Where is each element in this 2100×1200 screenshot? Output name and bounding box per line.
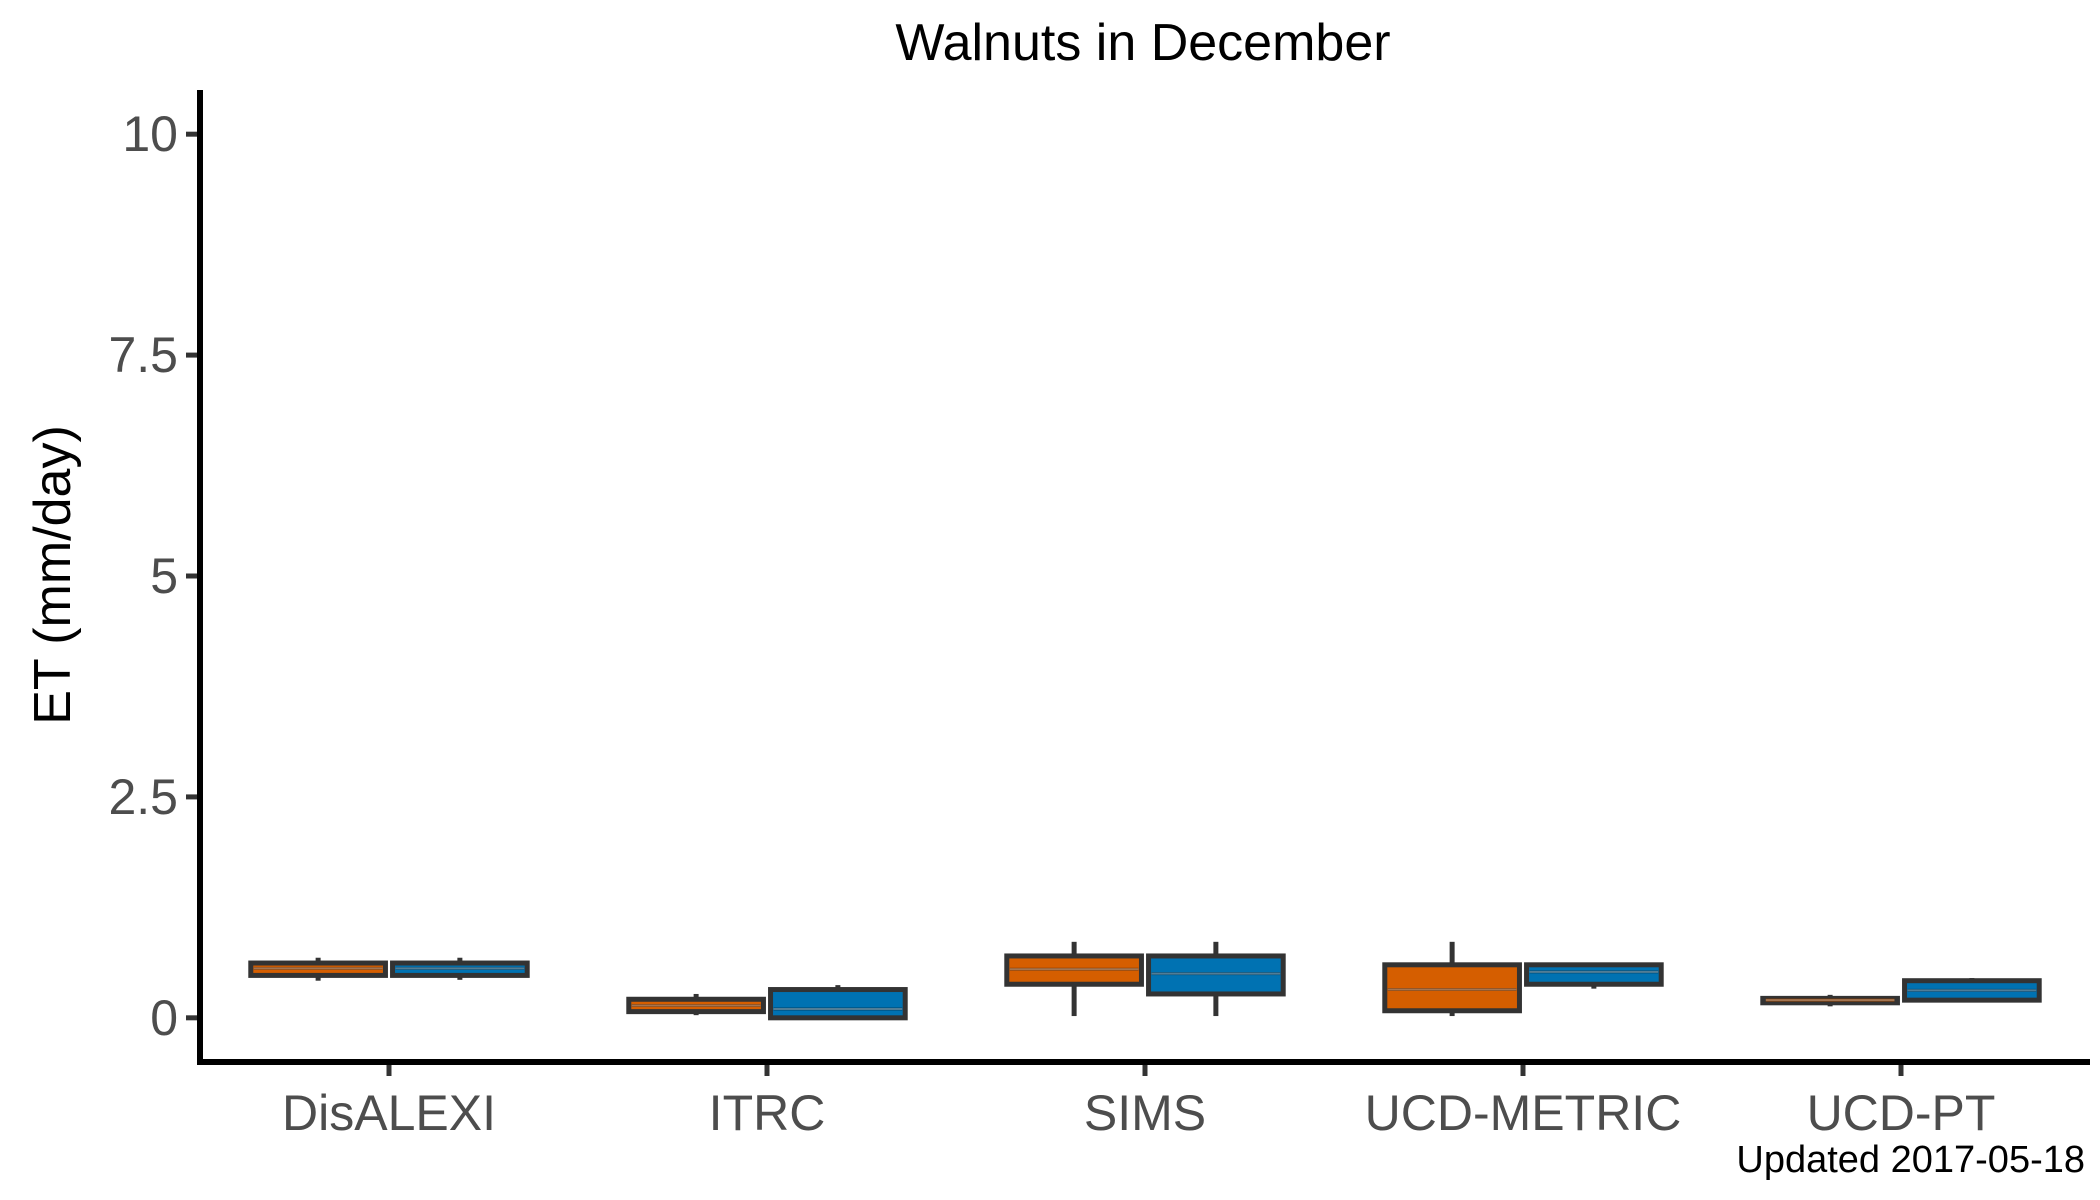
box-plot-marks [248, 941, 2042, 1021]
box-plot [1524, 962, 1664, 989]
box-iqr [1382, 962, 1522, 1014]
x-tick-label: SIMS [1084, 1085, 1206, 1141]
box-plot [768, 985, 908, 1021]
box-plot [390, 957, 530, 980]
box-plot [1382, 941, 1522, 1017]
x-tick-label: ITRC [709, 1085, 826, 1141]
y-tick-label: 2.5 [108, 769, 178, 825]
x-tick-label: UCD-METRIC [1365, 1085, 1682, 1141]
x-tick-label: DisALEXI [282, 1085, 496, 1141]
y-axis-ticks: 0 2.5 5 7.5 10 [108, 106, 200, 1046]
box-iqr [768, 987, 908, 1021]
box-plot [1760, 994, 1900, 1007]
y-tick-label: 10 [122, 106, 178, 162]
box-plot [248, 957, 388, 981]
chart-title: Walnuts in December [895, 14, 1390, 72]
box-plot [1902, 978, 2042, 1003]
x-tick-label: UCD-PT [1807, 1085, 1996, 1141]
box-plot [1004, 941, 1144, 1017]
updated-note: Updated 2017-05-18 [1736, 1139, 2085, 1181]
box-plot [1146, 941, 1286, 1017]
x-axis-ticks: DisALEXI ITRC SIMS UCD-METRIC UCD-PT [282, 1062, 1995, 1141]
y-tick-label: 0 [150, 990, 178, 1046]
y-axis-label: ET (mm/day) [24, 425, 82, 725]
y-tick-label: 5 [150, 548, 178, 604]
box-iqr [1524, 962, 1664, 987]
box-plot [626, 993, 766, 1016]
y-tick-label: 7.5 [108, 327, 178, 383]
